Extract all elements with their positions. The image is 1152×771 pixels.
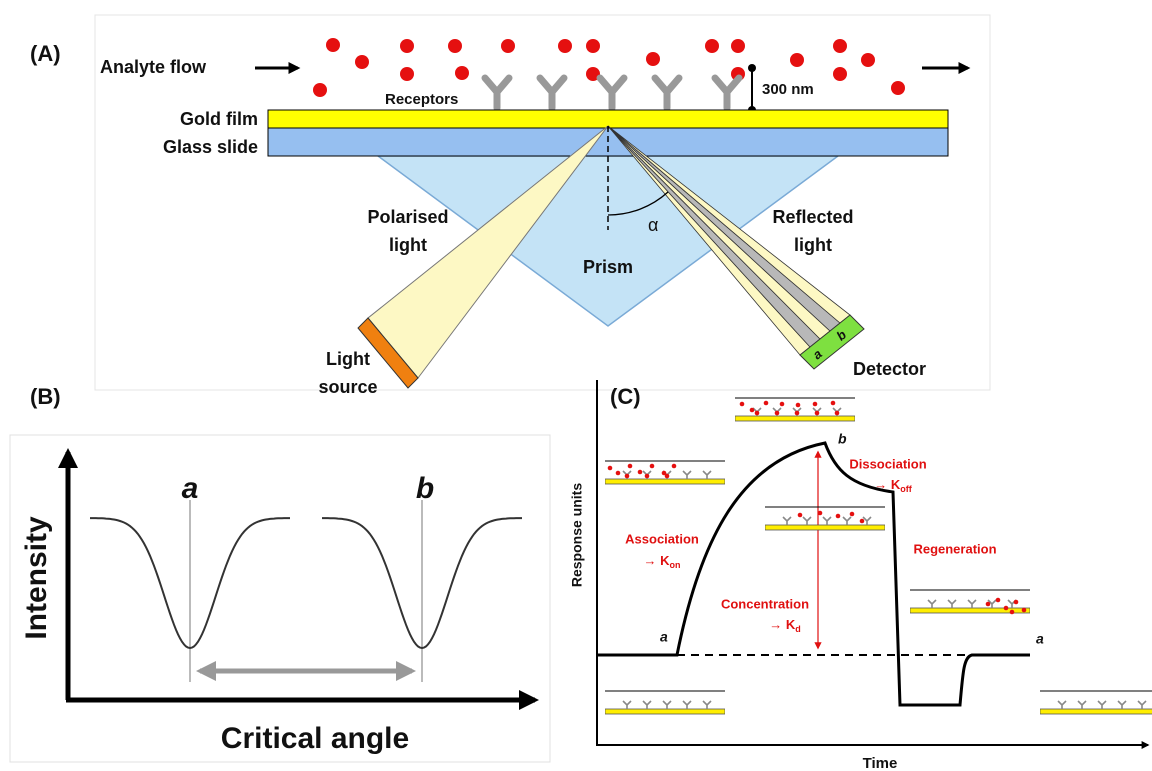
regeneration-label: Regeneration [913,541,996,556]
distance-label: 300 nm [762,81,814,98]
prism-label: Prism [583,257,633,277]
analyte-flow-label: Analyte flow [100,57,207,77]
reflected-label: light [794,235,832,255]
panel-label: (C) [610,384,641,409]
association-rate: → Kon [644,553,681,570]
figure: (A) Analyte flow Receptors 300 nm Gold f… [0,0,1152,771]
concentration-label: Concentration [721,596,809,611]
rate-subscript: off [900,484,912,494]
point-label: a [1036,631,1044,647]
y-axis-label: Response units [569,483,585,587]
rate-subscript: d [795,624,801,634]
source-label: source [318,377,377,397]
surface-schematics [605,398,1152,714]
dissociation-rate: → Koff [874,477,912,494]
point-label: b [838,431,847,447]
dissociation-label: Dissociation [849,456,926,471]
association-label: Association [625,531,699,546]
gold-film-label: Gold film [180,109,258,129]
receptors [485,78,739,108]
reflected-label: Reflected [772,207,853,227]
rate-subscript: on [670,560,681,570]
rate: → K [769,617,796,632]
angle-label: α [648,215,658,235]
glass-slide-label: Glass slide [163,137,258,157]
source-label: Light [326,349,370,369]
concentration-rate: → Kd [769,617,801,634]
resonance-curves [90,518,522,648]
panel-b-frame [10,435,550,762]
x-axis-label: Time [863,755,898,771]
rate: → K [874,477,901,492]
point-label: a [660,629,668,645]
detector-label: Detector [853,359,926,379]
x-axis-label: Critical angle [221,722,409,755]
polarised-label: light [389,235,427,255]
receptors-label: Receptors [385,91,458,108]
distance-end [748,64,756,72]
y-axis-label: Intensity [20,516,53,640]
panel-label: (A) [30,41,61,66]
dip-a-label: a [182,472,199,505]
panel-label: (B) [30,384,61,409]
rate: → K [644,553,671,568]
gold-film [268,110,948,128]
dip-b-label: b [416,472,434,505]
polarised-label: Polarised [367,207,448,227]
